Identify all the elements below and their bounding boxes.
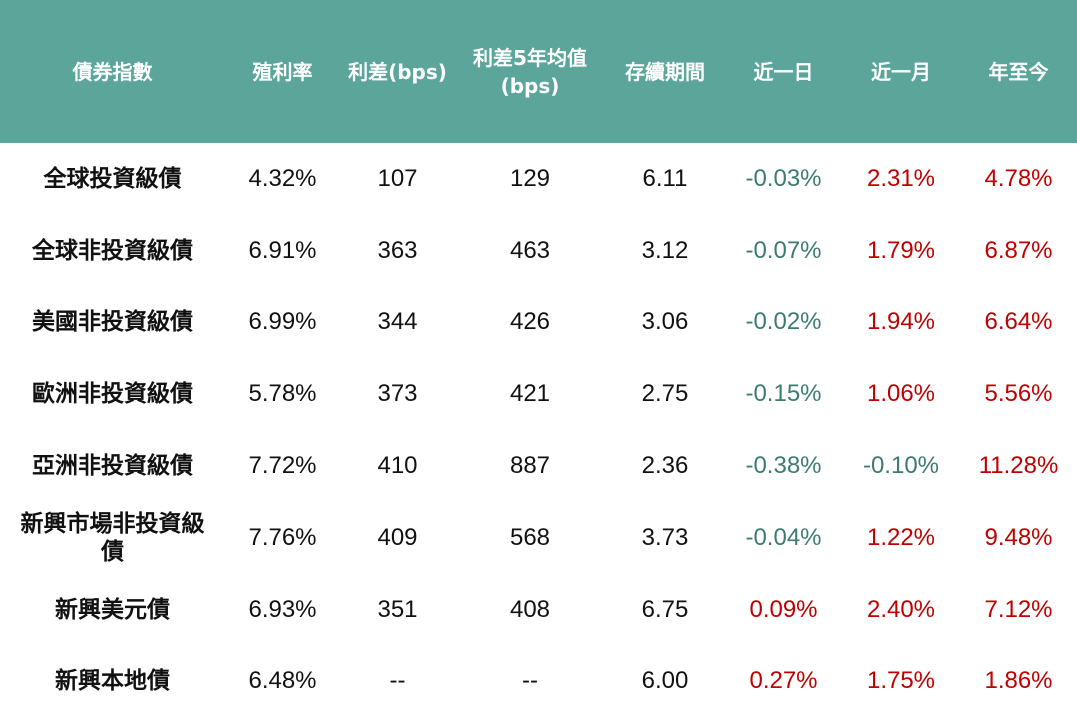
header-cell: 近一月 bbox=[842, 0, 960, 143]
value-cell: 410 bbox=[377, 452, 418, 480]
table-row: 歐洲非投資級債 5.78% 373 421 2.75 -0.15% 1.06% 5.56% bbox=[0, 358, 1077, 430]
value-cell: 6.99% bbox=[248, 308, 317, 336]
value-cell: -0.15% bbox=[745, 380, 822, 408]
value-cell: 6.48% bbox=[248, 667, 317, 695]
table-row: 新興本地債 6.48% -- -- 6.00 0.27% 1.75% 1.86% bbox=[0, 646, 1077, 718]
header-cell: 年至今 bbox=[960, 0, 1077, 143]
value-cell: 2.36 bbox=[641, 452, 689, 480]
value-cell: 7.76% bbox=[248, 523, 317, 551]
table-body: 全球投資級債 4.32% 107 129 6.11 -0.03% 2.31% 4.78% 全球非… bbox=[0, 143, 1077, 717]
value-cell: 463 bbox=[509, 236, 551, 264]
value-cell: 6.87% bbox=[984, 236, 1053, 264]
value-cell: 4.32% bbox=[248, 164, 317, 192]
value-cell: -- bbox=[389, 667, 406, 695]
value-cell: 408 bbox=[509, 595, 551, 623]
value-cell: -0.38% bbox=[745, 452, 822, 480]
value-cell: 409 bbox=[377, 523, 418, 551]
index-name: 新興美元債 bbox=[55, 596, 170, 623]
value-cell: 1.22% bbox=[866, 523, 936, 551]
value-cell: 129 bbox=[509, 164, 551, 192]
index-name: 全球非投資級債 bbox=[32, 237, 193, 264]
value-cell: 0.09% bbox=[749, 595, 818, 623]
value-cell: 3.12 bbox=[641, 236, 689, 264]
value-cell: 0.27% bbox=[749, 667, 818, 695]
header-cell: 存續期間 bbox=[605, 0, 725, 143]
index-name: 新興市場非投資級債 bbox=[20, 510, 205, 565]
value-cell: 9.48% bbox=[984, 523, 1053, 551]
value-cell: 1.86% bbox=[984, 667, 1053, 695]
table-row: 全球非投資級債 6.91% 363 463 3.12 -0.07% 1.79% 6.87% bbox=[0, 215, 1077, 287]
value-cell: 344 bbox=[377, 308, 418, 336]
value-cell: 3.73 bbox=[641, 523, 689, 551]
header-row: 債券指數 殖利率 利差(bps) 利差5年均值 (bps) 存續期間 近一日 近一月 年至今 bbox=[0, 0, 1077, 143]
value-cell: 351 bbox=[377, 595, 418, 623]
value-cell: 6.00 bbox=[641, 667, 689, 695]
value-cell: 7.72% bbox=[248, 452, 317, 480]
value-cell: -0.10% bbox=[862, 452, 940, 480]
table-row: 新興美元債 6.93% 351 408 6.75 0.09% 2.40% 7.12% bbox=[0, 574, 1077, 646]
value-cell: 6.75 bbox=[641, 595, 689, 623]
value-cell: -0.04% bbox=[745, 523, 822, 551]
index-name: 歐洲非投資級債 bbox=[32, 381, 193, 408]
header-cell: 債券指數 bbox=[0, 0, 225, 143]
value-cell: 363 bbox=[377, 236, 418, 264]
value-cell: -0.02% bbox=[745, 308, 822, 336]
value-cell: 6.64% bbox=[984, 308, 1053, 336]
header-cell: 利差(bps) bbox=[340, 0, 455, 143]
value-cell: -- bbox=[522, 667, 538, 695]
index-name: 美國非投資級債 bbox=[32, 309, 193, 336]
header-cell: 殖利率 bbox=[225, 0, 340, 143]
value-cell: 6.91% bbox=[248, 236, 317, 264]
value-cell: 3.06 bbox=[641, 308, 689, 336]
value-cell: 2.75 bbox=[641, 380, 689, 408]
value-cell: 2.40% bbox=[866, 595, 936, 623]
value-cell: 421 bbox=[509, 380, 551, 408]
value-cell: 7.12% bbox=[984, 595, 1053, 623]
value-cell: 6.93% bbox=[248, 595, 317, 623]
table-row: 新興市場非投資級債 7.76% 409 568 3.73 -0.04% 1.22% 9.48% bbox=[0, 502, 1077, 574]
value-cell: 1.94% bbox=[866, 308, 936, 336]
index-name: 全球投資級債 bbox=[43, 165, 182, 192]
table-row: 亞洲非投資級債 7.72% 410 887 2.36 -0.38% -0.10% 11.28% bbox=[0, 430, 1077, 502]
index-name: 新興本地債 bbox=[55, 668, 170, 695]
value-cell: 11.28% bbox=[978, 452, 1059, 480]
value-cell: 107 bbox=[377, 164, 418, 192]
header-cell: 利差5年均值 (bps) bbox=[455, 0, 605, 143]
value-cell: 1.75% bbox=[866, 667, 936, 695]
value-cell: 5.78% bbox=[248, 380, 317, 408]
value-cell: 568 bbox=[509, 523, 551, 551]
header-cell: 近一日 bbox=[725, 0, 842, 143]
value-cell: 1.79% bbox=[866, 236, 936, 264]
value-cell: 6.11 bbox=[642, 164, 688, 192]
value-cell: 5.56% bbox=[984, 380, 1053, 408]
value-cell: 1.06% bbox=[866, 380, 936, 408]
value-cell: 887 bbox=[509, 452, 551, 480]
value-cell: -0.03% bbox=[745, 164, 822, 192]
table-row: 美國非投資級債 6.99% 344 426 3.06 -0.02% 1.94% 6.64% bbox=[0, 287, 1077, 359]
table-row: 全球投資級債 4.32% 107 129 6.11 -0.03% 2.31% 4.78% bbox=[0, 143, 1077, 215]
value-cell: 373 bbox=[377, 380, 418, 408]
value-cell: 426 bbox=[509, 308, 551, 336]
value-cell: -0.07% bbox=[745, 236, 822, 264]
value-cell: 4.78% bbox=[984, 164, 1053, 192]
index-name: 亞洲非投資級債 bbox=[32, 453, 193, 480]
value-cell: 2.31% bbox=[866, 164, 936, 192]
